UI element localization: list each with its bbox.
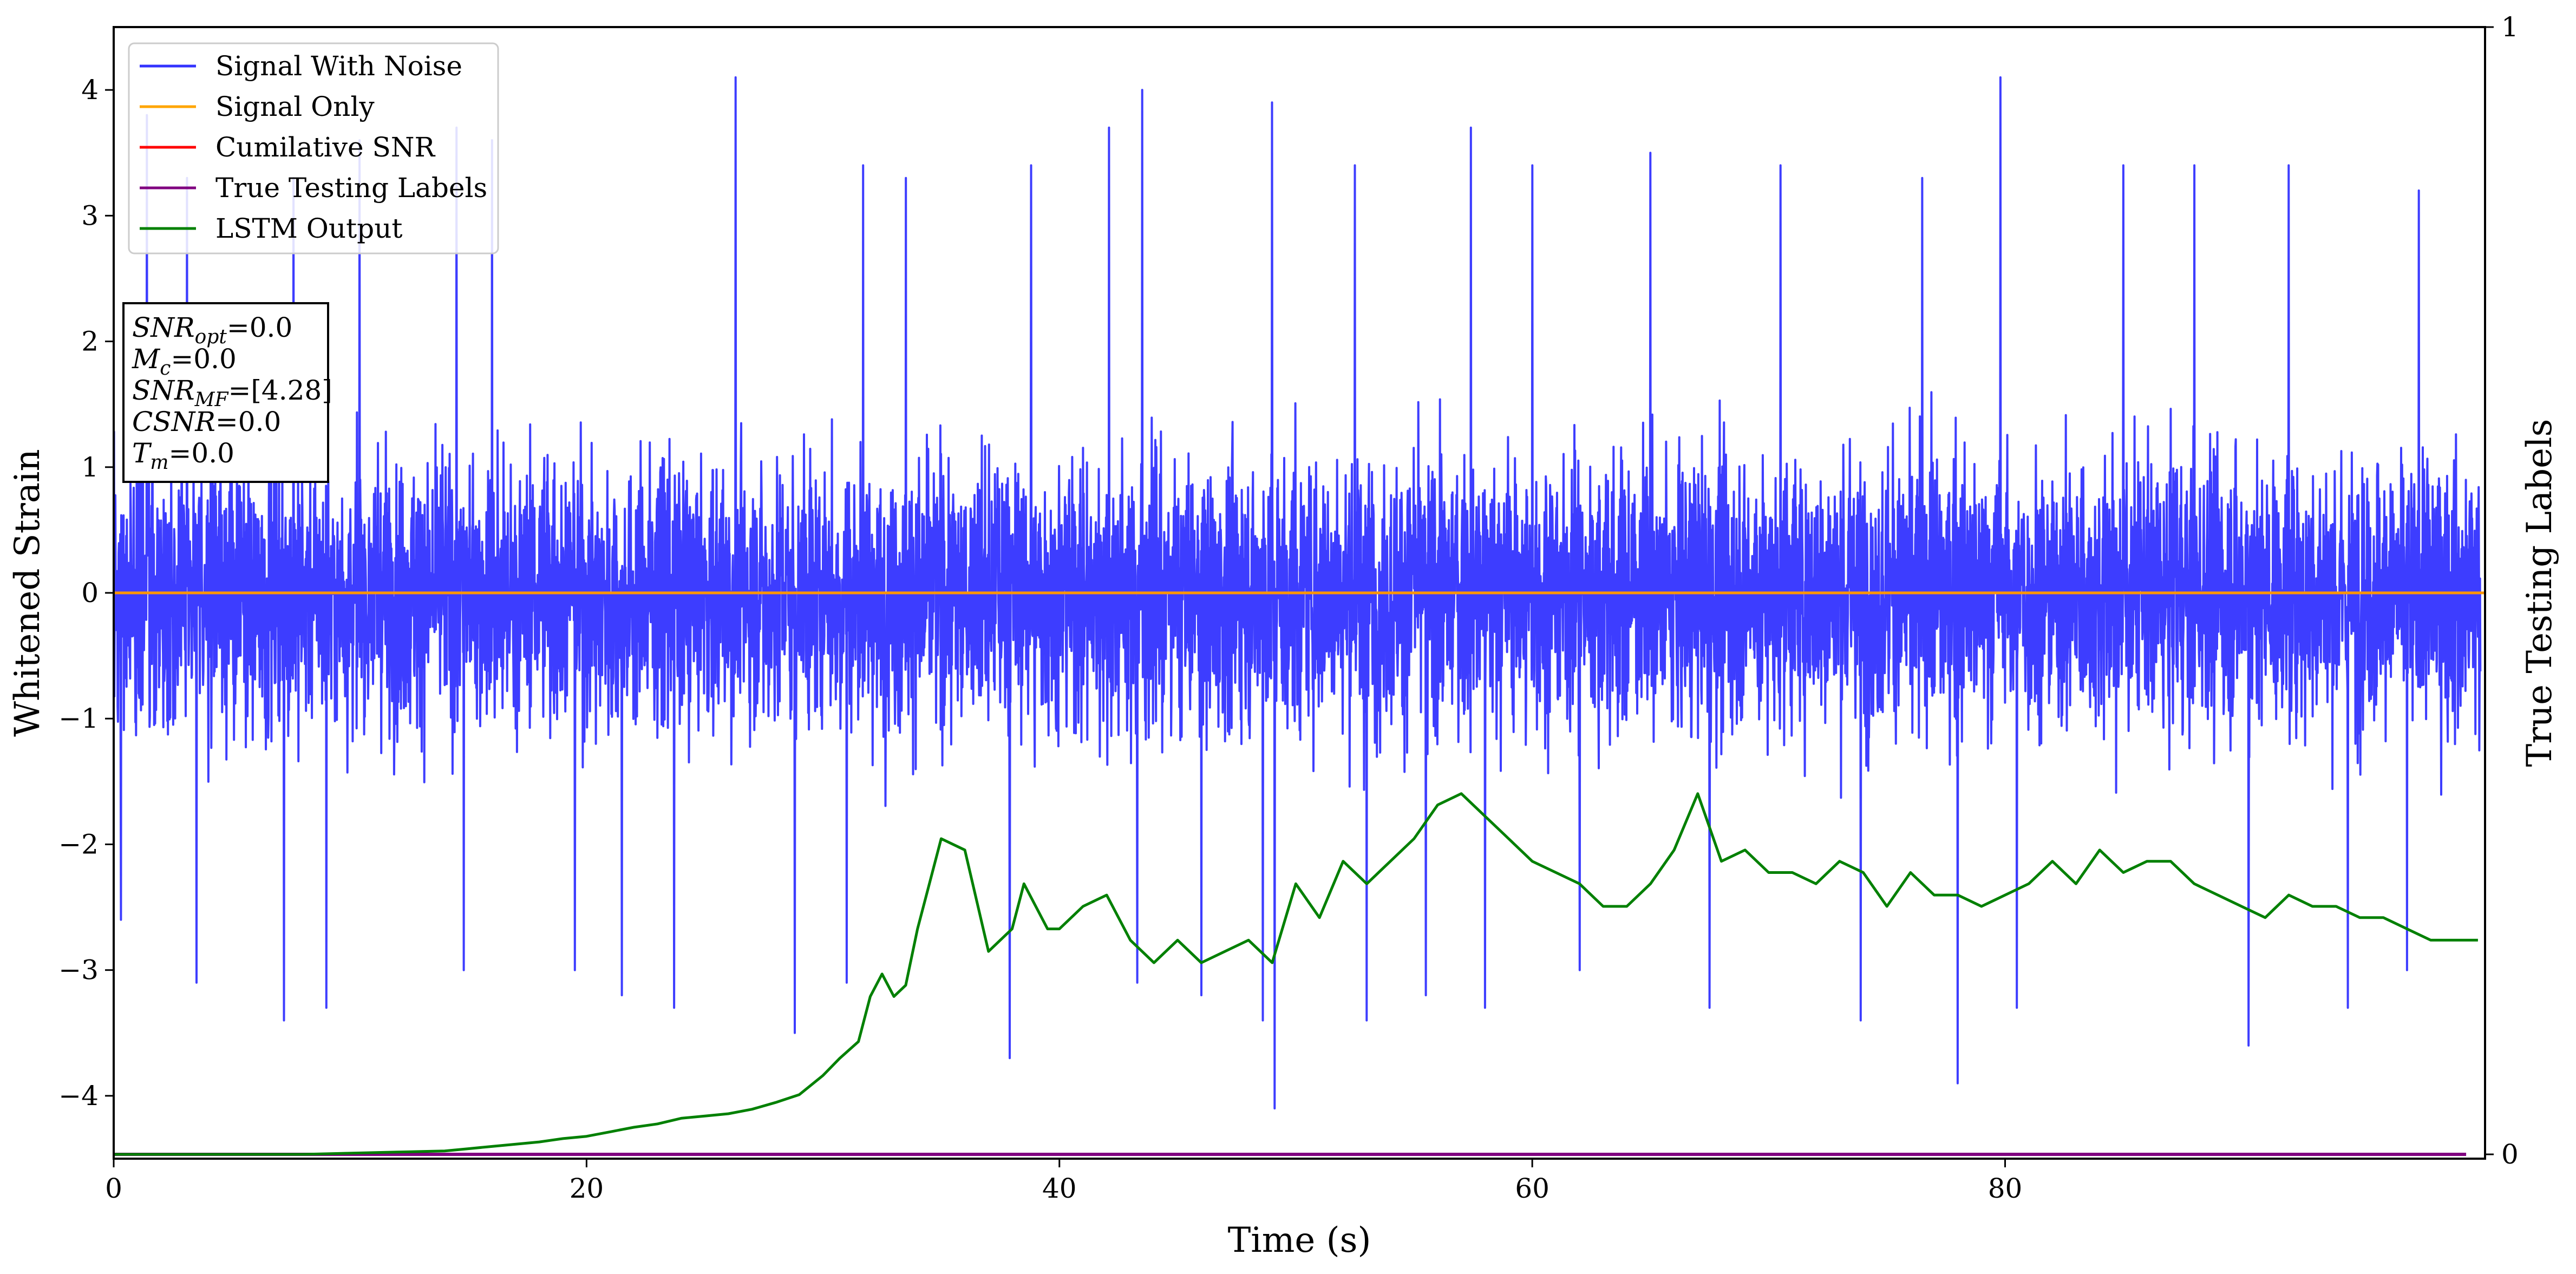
x-tick-label: 40 <box>1042 1173 1077 1204</box>
legend-frame <box>128 42 499 254</box>
info-box-frame <box>122 302 329 483</box>
info-box-line: Mc=0.0 <box>132 343 237 380</box>
y-tick-label: −3 <box>58 955 99 986</box>
info-box: SNRopt=0.0Mc=0.0SNRMF=[4.28]CSNR=0.0Tm=0… <box>122 302 332 483</box>
plot-area <box>114 76 2485 1156</box>
y-tick-label: −2 <box>58 828 99 860</box>
x-axis: 0 20 40 60 80 <box>105 1159 2022 1204</box>
legend-label: Cumilative SNR <box>215 132 435 163</box>
x-tick-label: 80 <box>1988 1173 2023 1204</box>
info-box-line: CSNR=0.0 <box>132 406 281 437</box>
series-lstm-output-line <box>114 792 2478 1156</box>
y-axis-title: Whitened Strain <box>8 449 48 736</box>
series-layer <box>114 76 2485 1156</box>
y-axis-right-title: True Testing Labels <box>2520 419 2560 767</box>
y-axis-right: 01 <box>2485 11 2519 1170</box>
y-right-tick-label: 0 <box>2501 1139 2519 1170</box>
series-signal-with-noise-line <box>114 76 2482 1110</box>
x-tick-label: 20 <box>570 1173 604 1204</box>
y-tick-label: 3 <box>81 200 99 231</box>
legend-label: True Testing Labels <box>215 172 487 204</box>
y-tick-label: 1 <box>81 452 99 483</box>
x-axis-title: Time (s) <box>1228 1220 1371 1260</box>
y-axis-left: −4 −3 −2 −1 0 1 2 3 4 <box>58 74 114 1112</box>
legend-label: Signal With Noise <box>215 50 462 82</box>
x-tick-label: 60 <box>1515 1173 1549 1204</box>
legend-label: LSTM Output <box>215 213 402 244</box>
y-tick-label: 4 <box>81 74 99 106</box>
y-tick-label: −1 <box>58 703 99 734</box>
y-tick-label: 2 <box>81 326 99 357</box>
x-tick-label: 0 <box>105 1173 122 1204</box>
info-box-line: SNRopt=0.0 <box>132 312 292 348</box>
legend-label: Signal Only <box>215 91 375 122</box>
legend: Signal With Noise Signal Only Cumilative S… <box>128 42 499 254</box>
info-box-line: Tm=0.0 <box>132 437 234 474</box>
y-tick-label: 0 <box>81 577 99 609</box>
y-tick-label: −4 <box>58 1080 99 1112</box>
info-box-line: SNRMF=[4.28] <box>132 375 332 411</box>
y-right-tick-label: 1 <box>2501 11 2519 43</box>
